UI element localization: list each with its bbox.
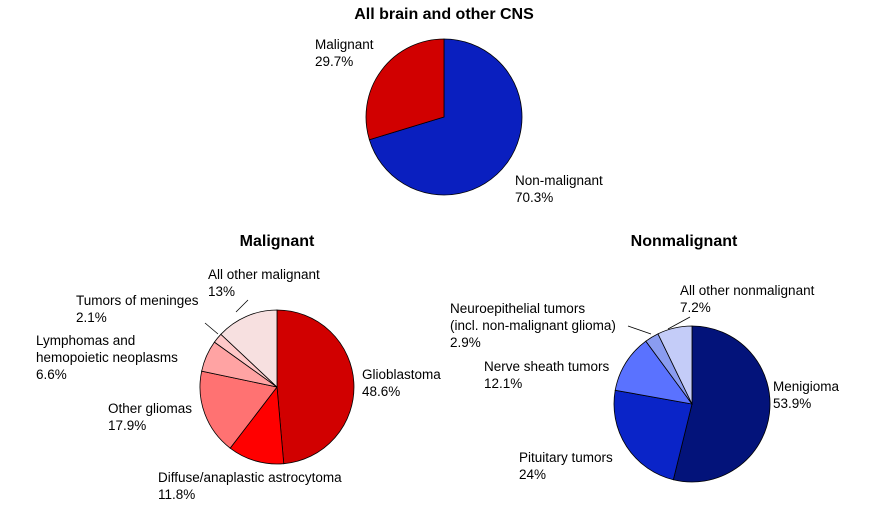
pie-slice-pituitary-tumors (613, 389, 693, 481)
slice-label-nerve-sheath: Nerve sheath tumors (484, 359, 610, 374)
slice-label-non-malignant: Non-malignant (515, 173, 603, 188)
slice-label-lymphomas-line1: Lymphomas and (36, 333, 135, 348)
slice-label-other-gliomas: Other gliomas (108, 401, 192, 416)
slice-label-pituitary: Pituitary tumors (519, 450, 613, 465)
slice-label-diffuse-astrocytoma: Diffuse/anaplastic astrocytoma (158, 470, 342, 485)
pie-all-cns (365, 38, 523, 196)
slice-value-neuroepithelial: 2.9% (450, 335, 481, 350)
slice-value-other-gliomas: 17.9% (108, 418, 146, 433)
pie-nonmalignant (613, 325, 771, 483)
pie-slice-all-other-malignant (220, 309, 278, 388)
pie-slice-glioblastoma (276, 309, 355, 465)
chart-title-nonmalignant: Nonmalignant (631, 233, 738, 250)
pie-malignant (199, 309, 355, 465)
pie-slice-all-other-nonmalignant (657, 325, 693, 405)
slice-value-diffuse-astrocytoma: 11.8% (158, 487, 195, 502)
slice-value-malignant: 29.7% (315, 54, 353, 69)
chart-title-all-cns: All brain and other CNS (354, 6, 534, 23)
chart-all-cns: All brain and other CNS Non-malignant 70… (315, 6, 603, 205)
slice-label-menigioma: Menigioma (773, 379, 840, 394)
slice-label-malignant: Malignant (315, 37, 374, 52)
slice-value-non-malignant: 70.3% (515, 190, 553, 205)
leader-line-neuroepithelial (627, 325, 652, 335)
chart-title-malignant: Malignant (240, 233, 315, 250)
pie-slice-nerve-sheath-tumors (614, 340, 693, 405)
slice-label-neuroepithelial-line1: Neuroepithelial tumors (450, 301, 585, 316)
slice-value-all-other-nonmalignant: 7.2% (680, 300, 711, 315)
slice-label-meninges: Tumors of meninges (76, 293, 199, 308)
slice-label-all-other-malignant: All other malignant (208, 267, 320, 282)
slice-value-glioblastoma: 48.6% (362, 384, 400, 399)
slice-value-nerve-sheath: 12.1% (484, 376, 522, 391)
leader-line-all-other-nonmalignant (667, 316, 691, 330)
leader-line-meninges (204, 322, 219, 335)
pie-slice-other-gliomas (199, 370, 278, 449)
slice-label-all-other-nonmalignant: All other nonmalignant (680, 283, 815, 298)
slice-value-meninges: 2.1% (76, 310, 107, 325)
slice-value-pituitary: 24% (519, 467, 546, 482)
slice-value-lymphomas: 6.6% (36, 367, 67, 382)
chart-malignant: Malignant Glioblastoma 48.6% Diffuse/ana… (36, 233, 441, 502)
slice-label-glioblastoma: Glioblastoma (362, 367, 441, 382)
slice-value-menigioma: 53.9% (773, 396, 811, 411)
slice-label-lymphomas-line2: hemopoietic neoplasms (36, 350, 178, 365)
pie-slice-malignant (365, 38, 445, 141)
slice-label-neuroepithelial-line2: (incl. non-malignant glioma) (450, 318, 616, 333)
pie-slice-menigioma (672, 325, 771, 483)
pie-slice-non-malignant (368, 38, 523, 196)
leader-line-all-other-malignant (235, 299, 249, 313)
chart-nonmalignant: Nonmalignant Menigioma 53.9% Pituitary t… (450, 233, 840, 483)
slice-value-all-other-malignant: 13% (208, 284, 235, 299)
